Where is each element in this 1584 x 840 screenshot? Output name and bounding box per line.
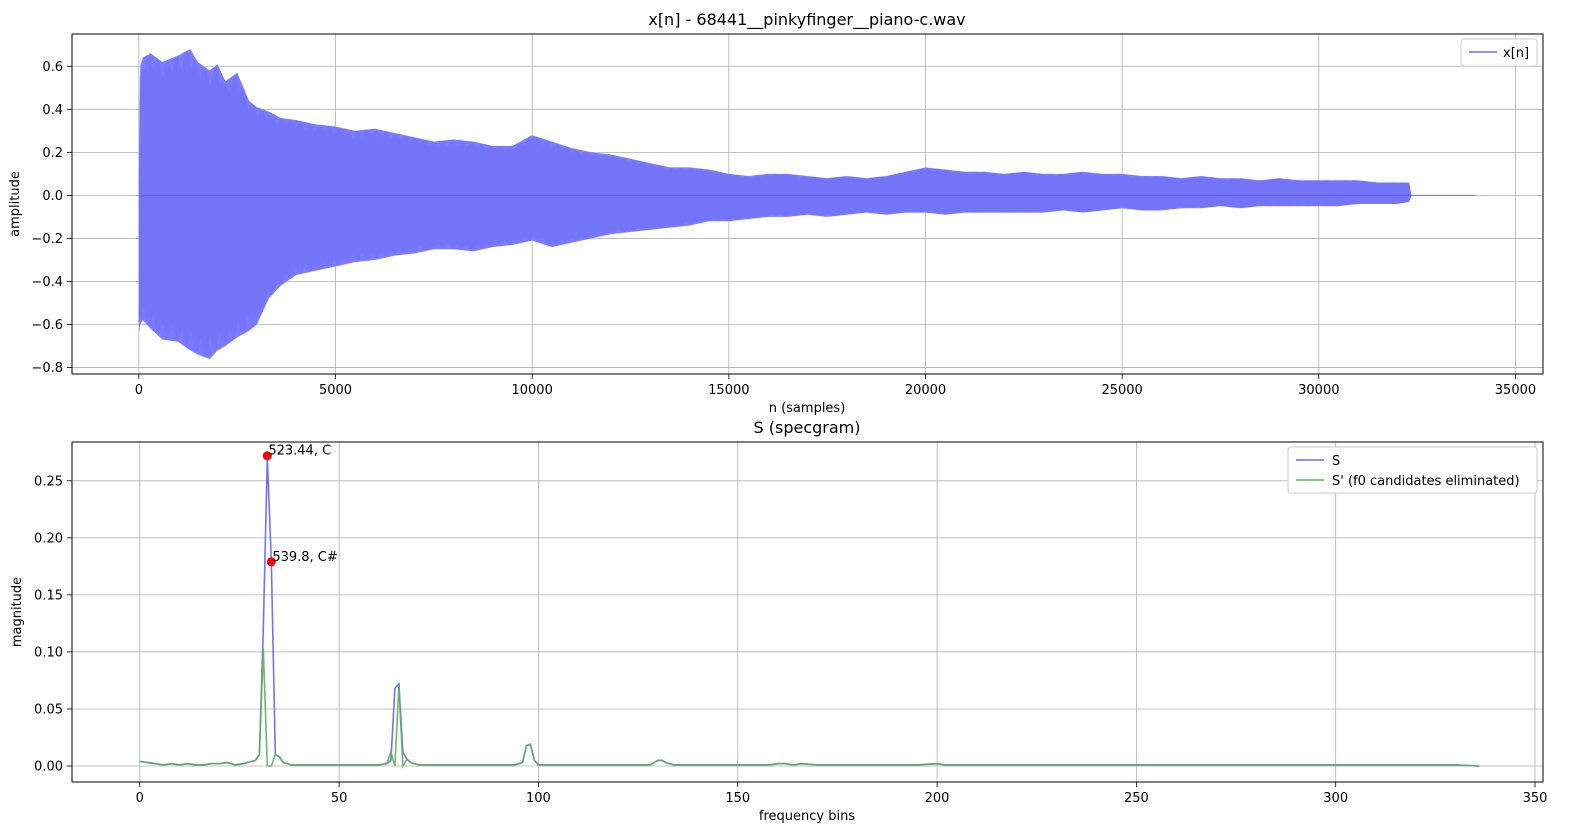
waveform-title: x[n] - 68441__pinkyfinger__piano-c.wav xyxy=(648,10,965,30)
peak-annotation: 539.8, C# xyxy=(272,550,337,565)
spectrum-y-tick-label: 0.10 xyxy=(34,645,63,660)
spectrum-y-tick-label: 0.20 xyxy=(34,531,63,546)
spectrum-y-axis-label: magnitude xyxy=(10,577,25,647)
spectrum-legend-label-s-prime: S' (f0 candidates eliminated) xyxy=(1332,474,1520,489)
waveform-y-tick-label: 0.6 xyxy=(42,60,63,75)
waveform-x-tick-label: 35000 xyxy=(1495,383,1536,398)
spectrum-x-tick-label: 300 xyxy=(1323,791,1348,806)
waveform-legend: x[n] xyxy=(1460,38,1538,67)
waveform-y-tick-label: 0.2 xyxy=(42,146,63,161)
spectrum-series-s-prime-line xyxy=(139,648,1480,769)
peak-annotation: 523.44, C xyxy=(268,444,331,459)
waveform-x-tick-label: 30000 xyxy=(1298,383,1339,398)
spectrum-axes-frame xyxy=(71,441,1544,783)
spectrum-y-tick-label: 0.15 xyxy=(34,588,63,603)
waveform-x-tick-label: 15000 xyxy=(708,383,749,398)
spectrum-x-axis-label: frequency bins xyxy=(759,809,855,824)
spectrum-x-tick-label: 150 xyxy=(725,791,750,806)
peak-marker xyxy=(262,451,272,461)
spectrum-y-tick-label: 0.05 xyxy=(34,702,63,717)
waveform-y-ticks: −0.8 −0.6 −0.4 −0.2 0.0 0.2 0.4 0.6 xyxy=(31,60,72,376)
waveform-x-tick-label: 20000 xyxy=(905,383,946,398)
spectrum-x-tick-label: 200 xyxy=(925,791,950,806)
spectrum-legend-label-s: S xyxy=(1332,454,1340,469)
waveform-axes-frame xyxy=(71,33,1544,375)
spectrum-peak-markers: 523.44, C 539.8, C# xyxy=(262,444,338,567)
spectrum-legend: S S' (f0 candidates eliminated) xyxy=(1287,446,1538,494)
spectrum-series-s-line xyxy=(139,457,1480,767)
waveform-x-tick-label: 25000 xyxy=(1101,383,1142,398)
spectrum-x-tick-label: 50 xyxy=(331,791,348,806)
waveform-plot-area xyxy=(138,49,1477,359)
waveform-x-axis-label: n (samples) xyxy=(769,401,846,416)
spectrum-panel: S (specgram) 523.44, C 539.8, C# 0 50 100 15… xyxy=(10,418,1547,824)
peak-marker xyxy=(266,557,276,567)
spectrum-x-ticks: 0 50 100 150 200 250 300 350 xyxy=(136,782,1548,806)
waveform-signal-texture xyxy=(138,51,1412,358)
spectrum-legend-box xyxy=(1287,446,1538,494)
spectrum-y-tick-label: 0.00 xyxy=(34,760,63,775)
spectrum-plot-area xyxy=(139,457,1480,769)
spectrum-x-tick-label: 350 xyxy=(1523,791,1548,806)
waveform-y-tick-label: 0.4 xyxy=(42,103,63,118)
waveform-y-tick-label: 0.0 xyxy=(42,189,63,204)
spectrum-y-tick-label: 0.25 xyxy=(34,474,63,489)
waveform-y-tick-label: −0.2 xyxy=(31,232,63,247)
waveform-x-tick-label: 0 xyxy=(135,383,143,398)
waveform-x-tick-label: 5000 xyxy=(319,383,352,398)
waveform-y-tick-label: −0.4 xyxy=(31,275,63,290)
waveform-y-axis-label: amplitude xyxy=(8,171,23,237)
spectrum-y-ticks: 0.00 0.05 0.10 0.15 0.20 0.25 xyxy=(34,474,72,775)
spectrum-x-tick-label: 100 xyxy=(526,791,551,806)
waveform-y-tick-label: −0.8 xyxy=(31,361,63,376)
waveform-legend-box xyxy=(1460,38,1538,67)
waveform-x-ticks: 0 5000 10000 15000 20000 25000 30000 35000 xyxy=(135,374,1536,398)
spectrum-x-tick-label: 250 xyxy=(1124,791,1149,806)
waveform-legend-label: x[n] xyxy=(1503,46,1529,61)
waveform-y-tick-label: −0.6 xyxy=(31,318,63,333)
spectrum-grid xyxy=(72,442,1543,782)
spectrum-x-tick-label: 0 xyxy=(136,791,144,806)
spectrum-title: S (specgram) xyxy=(754,418,861,437)
waveform-panel: x[n] - 68441__pinkyfinger__piano-c.wav 0… xyxy=(8,10,1544,416)
waveform-x-tick-label: 10000 xyxy=(511,383,552,398)
